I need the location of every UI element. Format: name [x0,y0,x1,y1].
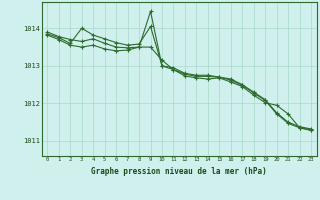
X-axis label: Graphe pression niveau de la mer (hPa): Graphe pression niveau de la mer (hPa) [91,167,267,176]
